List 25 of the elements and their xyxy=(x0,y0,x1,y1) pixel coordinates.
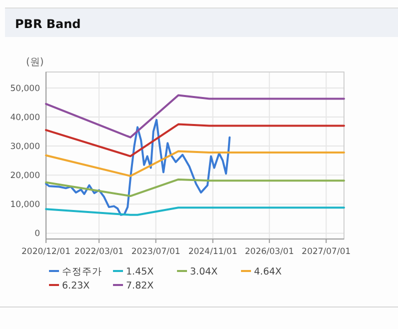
x-tick-label: 2022/03/01 xyxy=(74,247,124,257)
legend-label: 6.23X xyxy=(62,280,90,292)
legend-label: 1.45X xyxy=(126,266,154,278)
legend-label: 4.64X xyxy=(254,266,282,278)
y-tick-label: 30,000 xyxy=(10,142,40,152)
line-series xyxy=(45,123,345,158)
line-series xyxy=(45,94,345,138)
line-series xyxy=(45,178,345,198)
y-axis-title: (원) xyxy=(26,57,44,68)
y-tick-label: 10,000 xyxy=(10,200,40,210)
x-tick-label: 2026/03/01 xyxy=(244,247,294,257)
x-tick-label: 2023/07/01 xyxy=(131,247,180,257)
legend-label: 7.82X xyxy=(126,280,154,292)
x-tick-label: 2027/07/01 xyxy=(302,247,351,257)
line-series xyxy=(45,118,231,216)
legend-label: 3.04X xyxy=(190,266,218,278)
legend-label: 수정주가 xyxy=(62,266,102,278)
y-tick-label: 40,000 xyxy=(10,112,40,123)
x-tick-label: 2020/12/01 xyxy=(22,247,70,257)
chart-title: PBR Band xyxy=(15,17,81,31)
x-tick-label: 2024/11/01 xyxy=(188,247,238,257)
y-tick-label: 20,000 xyxy=(10,171,40,182)
line-series xyxy=(45,150,345,177)
y-tick-label: 0 xyxy=(34,229,40,240)
y-tick-label: 50,000 xyxy=(10,84,40,94)
